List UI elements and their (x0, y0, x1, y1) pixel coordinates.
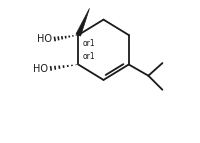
Text: or1: or1 (82, 52, 95, 61)
Text: HO: HO (37, 34, 52, 44)
Text: HO: HO (33, 64, 48, 74)
Polygon shape (76, 8, 89, 36)
Text: or1: or1 (82, 39, 95, 48)
